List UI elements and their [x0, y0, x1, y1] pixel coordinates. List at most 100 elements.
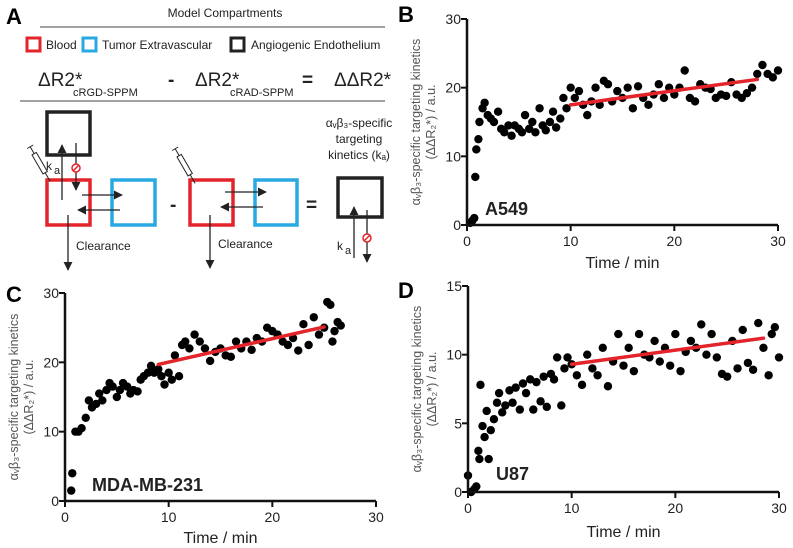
data-point — [539, 372, 548, 381]
data-point — [686, 336, 696, 346]
y-tick-label: 15 — [446, 278, 462, 294]
y-tick-label: 10 — [445, 148, 461, 164]
data-point — [624, 343, 633, 352]
data-point — [770, 323, 780, 332]
chart-panel-b: B 0 10 20 30 0 10 20 30 Time / min αᵥβ₃-specific t… — [398, 2, 786, 272]
data-point — [655, 357, 664, 366]
data-point — [593, 371, 602, 380]
y-tick-label: 10 — [43, 424, 59, 440]
data-point — [494, 388, 504, 398]
data-point — [476, 380, 485, 390]
data-point — [520, 110, 530, 120]
endothelium-box — [336, 176, 384, 219]
data-point — [123, 382, 132, 391]
y-axis-label-line2: (ΔΔR₂*) / a.u. — [424, 84, 438, 159]
y-tick-label: 20 — [43, 354, 59, 370]
data-point — [562, 104, 571, 113]
x-tick-label: 0 — [463, 233, 471, 249]
x-axis-label: Time / min — [585, 255, 659, 272]
charts: B 0 10 20 30 0 10 20 30 Time / min αᵥβ₃-specific t… — [6, 2, 787, 547]
legend: Blood Tumor Extravascular Angiogenic End… — [25, 36, 380, 53]
data-point — [551, 123, 561, 132]
data-point — [557, 401, 566, 410]
data-point — [545, 117, 555, 127]
y-tick-label: 0 — [453, 217, 461, 233]
data-point — [314, 330, 324, 339]
data-point — [753, 69, 762, 79]
data-point — [659, 93, 669, 103]
data-point — [758, 60, 767, 70]
data-point — [480, 98, 489, 107]
eq-minus: - — [168, 70, 174, 91]
data-point — [754, 318, 763, 328]
data-point — [501, 401, 510, 410]
data-point — [299, 320, 308, 329]
data-point — [108, 382, 117, 391]
data-point — [511, 383, 520, 392]
data-point — [160, 380, 169, 389]
data-point — [566, 83, 575, 92]
x-axis-label: Time / min — [183, 530, 257, 547]
blocked-icon-slash — [363, 234, 371, 242]
tumor-box — [110, 178, 157, 227]
data-point — [98, 396, 107, 405]
ka-sub: a — [345, 245, 352, 257]
data-point — [515, 405, 525, 414]
data-point — [676, 366, 685, 376]
x-tick-label: 20 — [668, 500, 684, 516]
data-point — [492, 398, 502, 407]
data-point — [591, 83, 600, 92]
y-axis-label-line2: (ΔΔR₂*) / a.u. — [425, 351, 439, 426]
data-points — [463, 318, 784, 497]
data-point — [747, 83, 757, 92]
data-point — [474, 134, 483, 144]
data-point — [484, 454, 493, 464]
fit-line — [156, 325, 326, 367]
data-point — [535, 104, 544, 113]
data-point — [570, 93, 580, 103]
data-point — [309, 313, 318, 322]
x-tick-label: 30 — [368, 509, 384, 525]
data-point — [767, 329, 776, 339]
eq-term1: ΔR2* — [38, 70, 83, 91]
result-label-line1: αᵥβ₃-specific — [326, 116, 393, 130]
data-point — [330, 326, 339, 336]
endothelium-box — [45, 110, 92, 157]
data-point — [548, 107, 558, 116]
y-tick-label: 5 — [454, 415, 462, 431]
data-point — [773, 66, 783, 75]
y-axis-label-line1: αᵥβ₃-specific targeting kinetics — [409, 39, 423, 206]
data-point — [91, 399, 101, 409]
data-point — [283, 340, 293, 350]
panel-label-d: D — [398, 278, 414, 303]
eq-equals: = — [302, 70, 313, 91]
data-point — [489, 117, 499, 127]
data-point — [743, 358, 753, 368]
data-point — [480, 432, 489, 442]
data-point — [633, 82, 643, 91]
data-point — [583, 350, 592, 359]
data-point — [336, 321, 345, 330]
data-point — [77, 424, 86, 433]
data-point — [598, 343, 607, 352]
data-point — [517, 128, 527, 137]
data-point — [619, 361, 628, 370]
ka-sub: a — [54, 165, 61, 177]
data-point — [768, 73, 778, 82]
data-point — [525, 124, 534, 134]
data-point — [697, 320, 706, 329]
data-point — [185, 344, 194, 353]
legend-label-tumor-extravascular: Tumor Extravascular — [102, 38, 212, 52]
data-point — [504, 121, 513, 130]
legend-swatch-angiogenic-endothelium — [229, 36, 246, 53]
data-point — [654, 80, 663, 89]
x-tick-label: 0 — [61, 509, 69, 525]
panel-label-c: C — [6, 282, 22, 307]
result-label-line2: targeting — [336, 132, 383, 146]
data-point — [764, 371, 773, 380]
data-point — [574, 86, 584, 96]
data-point — [190, 330, 199, 339]
data-point — [531, 128, 540, 137]
data-point — [748, 365, 758, 374]
syringe-icon — [171, 146, 196, 184]
